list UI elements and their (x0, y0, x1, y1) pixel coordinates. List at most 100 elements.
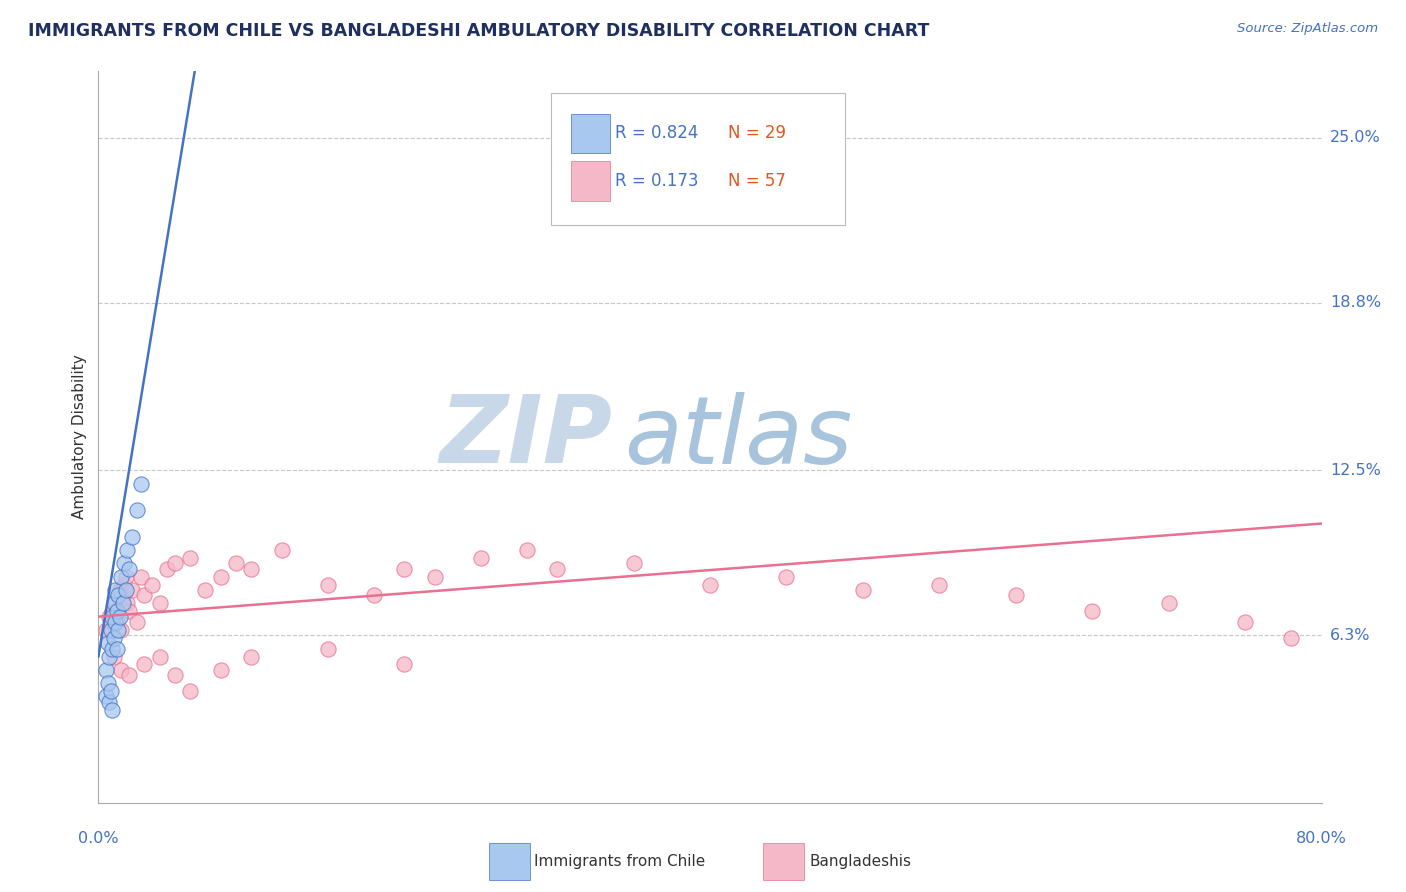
Text: ZIP: ZIP (439, 391, 612, 483)
Point (775, 570, 797, 584)
Point (163, 557, 186, 571)
Text: Immigrants from Chile: Immigrants from Chile (534, 855, 706, 869)
Point (179, 684, 201, 698)
Point (1279, 631, 1302, 645)
Y-axis label: Ambulatory Disability: Ambulatory Disability (72, 355, 87, 519)
Point (107, 604, 129, 618)
Text: R = 0.173: R = 0.173 (614, 172, 699, 190)
Text: N = 57: N = 57 (728, 172, 786, 190)
Point (546, 562, 568, 576)
Point (110, 570, 132, 584)
Point (117, 596, 139, 610)
Point (209, 570, 232, 584)
Point (699, 577, 721, 591)
Point (149, 649, 172, 664)
Text: IMMIGRANTS FROM CHILE VS BANGLADESHI AMBULATORY DISABILITY CORRELATION CHART: IMMIGRANTS FROM CHILE VS BANGLADESHI AMB… (28, 22, 929, 40)
Text: 0.0%: 0.0% (79, 830, 118, 846)
Point (270, 543, 292, 558)
Point (108, 609, 131, 624)
Point (134, 588, 156, 602)
Point (225, 557, 247, 571)
Point (156, 562, 179, 576)
Point (111, 596, 134, 610)
Point (105, 604, 128, 618)
Point (117, 543, 139, 558)
Point (115, 570, 138, 584)
Point (101, 703, 124, 717)
Text: R = 0.824: R = 0.824 (614, 124, 697, 142)
FancyBboxPatch shape (571, 161, 610, 201)
Point (112, 577, 135, 591)
Point (98, 609, 121, 624)
Point (103, 649, 125, 664)
Point (97, 636, 120, 650)
Text: atlas: atlas (624, 392, 852, 483)
Point (240, 562, 263, 576)
Point (100, 623, 122, 637)
Point (97, 676, 120, 690)
Point (94, 663, 117, 677)
Point (110, 663, 132, 677)
Point (149, 596, 172, 610)
Point (101, 609, 124, 624)
Point (209, 663, 232, 677)
Point (101, 641, 124, 656)
Point (107, 623, 129, 637)
Point (103, 596, 125, 610)
Point (1004, 588, 1026, 602)
Point (118, 562, 141, 576)
Point (118, 604, 141, 618)
Point (179, 551, 201, 566)
Point (108, 582, 131, 597)
Point (129, 476, 152, 491)
Point (104, 615, 127, 629)
Point (363, 588, 385, 602)
Point (121, 530, 143, 544)
Point (125, 615, 148, 629)
Point (516, 543, 538, 558)
Point (112, 557, 135, 571)
Point (104, 582, 127, 597)
Point (121, 582, 143, 597)
Point (392, 657, 416, 672)
Point (100, 684, 122, 698)
Point (194, 582, 217, 597)
Point (94, 690, 117, 704)
Point (240, 649, 263, 664)
Text: 25.0%: 25.0% (1330, 130, 1381, 145)
Text: 12.5%: 12.5% (1330, 463, 1381, 478)
Point (100, 615, 122, 629)
Point (103, 609, 125, 624)
Point (118, 668, 141, 682)
Point (1157, 596, 1180, 610)
Point (163, 668, 186, 682)
Text: 6.3%: 6.3% (1330, 628, 1371, 643)
Text: 80.0%: 80.0% (1296, 830, 1347, 846)
Point (104, 596, 127, 610)
Point (316, 577, 339, 591)
Point (107, 588, 129, 602)
Point (98, 695, 121, 709)
Point (105, 641, 128, 656)
FancyBboxPatch shape (551, 94, 845, 225)
Text: Source: ZipAtlas.com: Source: ZipAtlas.com (1237, 22, 1378, 36)
Point (134, 657, 156, 672)
Point (141, 577, 163, 591)
Point (129, 570, 152, 584)
Point (98, 649, 121, 664)
Point (623, 557, 645, 571)
Point (101, 604, 124, 618)
Point (928, 577, 950, 591)
Point (1081, 604, 1104, 618)
Text: N = 29: N = 29 (728, 124, 786, 142)
Point (111, 588, 134, 602)
FancyBboxPatch shape (571, 114, 610, 153)
Point (115, 582, 138, 597)
Point (316, 641, 339, 656)
Text: 18.8%: 18.8% (1330, 295, 1381, 310)
Point (110, 623, 132, 637)
Point (392, 562, 416, 576)
Point (105, 615, 128, 629)
Point (1234, 615, 1257, 629)
Point (125, 503, 148, 517)
